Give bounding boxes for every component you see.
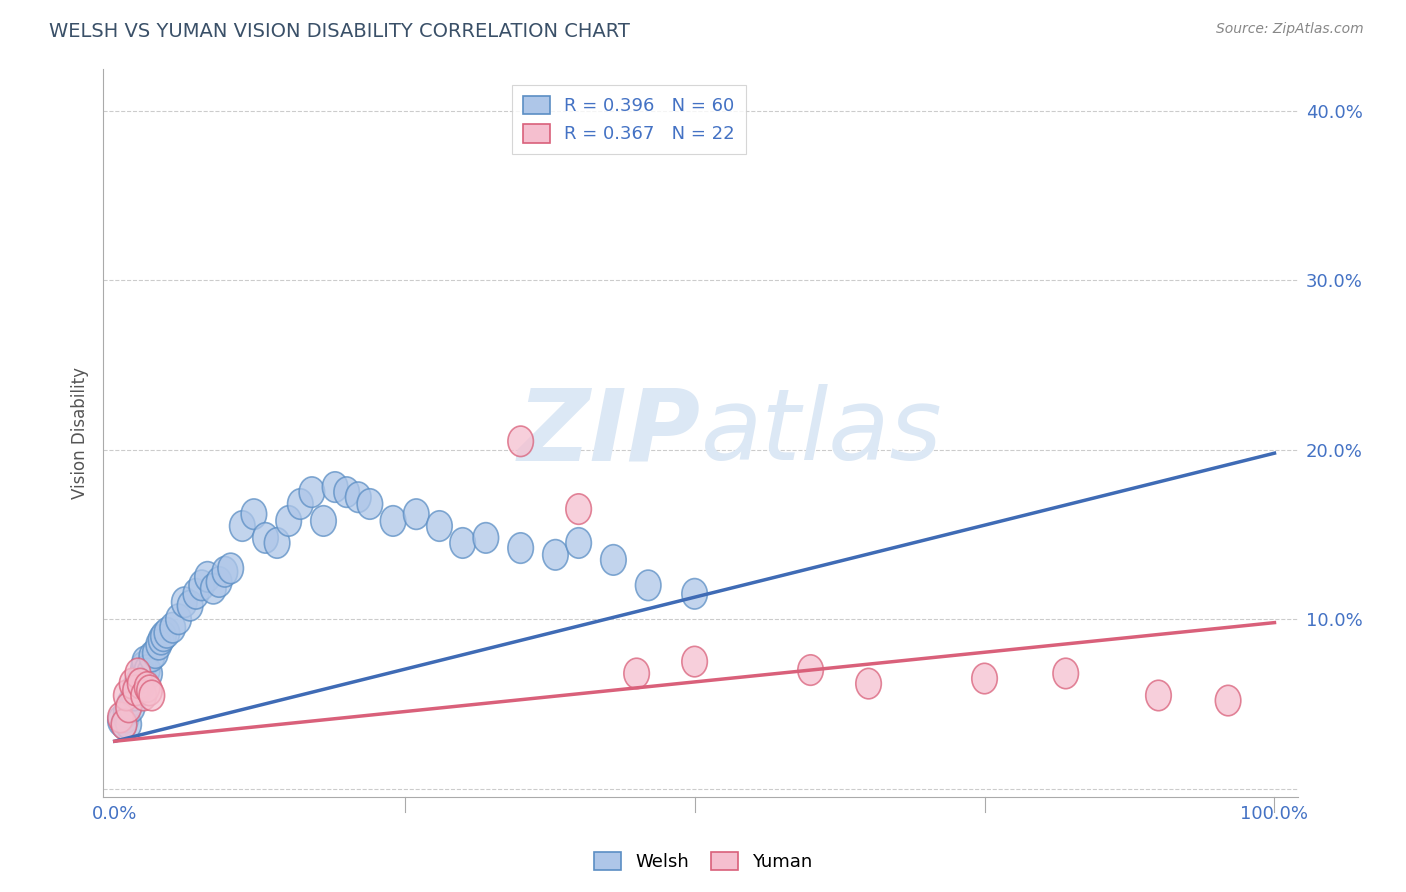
- Ellipse shape: [155, 617, 180, 648]
- Ellipse shape: [114, 698, 139, 728]
- Ellipse shape: [150, 621, 176, 651]
- Ellipse shape: [177, 591, 202, 621]
- Ellipse shape: [972, 664, 997, 694]
- Text: Source: ZipAtlas.com: Source: ZipAtlas.com: [1216, 22, 1364, 37]
- Ellipse shape: [135, 672, 160, 702]
- Ellipse shape: [115, 692, 142, 723]
- Ellipse shape: [1146, 681, 1171, 711]
- Ellipse shape: [128, 672, 155, 702]
- Ellipse shape: [508, 426, 533, 457]
- Ellipse shape: [797, 655, 824, 685]
- Ellipse shape: [111, 709, 136, 739]
- Ellipse shape: [346, 482, 371, 513]
- Ellipse shape: [131, 651, 156, 681]
- Ellipse shape: [108, 702, 134, 732]
- Ellipse shape: [139, 681, 165, 711]
- Text: atlas: atlas: [700, 384, 942, 482]
- Ellipse shape: [276, 506, 301, 536]
- Ellipse shape: [264, 528, 290, 558]
- Ellipse shape: [188, 570, 215, 600]
- Ellipse shape: [115, 709, 142, 739]
- Ellipse shape: [131, 681, 156, 711]
- Ellipse shape: [124, 675, 149, 706]
- Ellipse shape: [322, 472, 347, 502]
- Ellipse shape: [636, 570, 661, 600]
- Ellipse shape: [125, 658, 150, 689]
- Ellipse shape: [1215, 685, 1241, 715]
- Ellipse shape: [299, 477, 325, 508]
- Ellipse shape: [242, 499, 267, 530]
- Ellipse shape: [120, 668, 145, 698]
- Ellipse shape: [160, 613, 186, 643]
- Ellipse shape: [122, 681, 148, 711]
- Ellipse shape: [543, 540, 568, 570]
- Ellipse shape: [380, 506, 406, 536]
- Ellipse shape: [129, 658, 155, 689]
- Ellipse shape: [139, 641, 165, 672]
- Ellipse shape: [135, 655, 160, 685]
- Ellipse shape: [450, 528, 475, 558]
- Ellipse shape: [565, 528, 592, 558]
- Legend: R = 0.396   N = 60, R = 0.367   N = 22: R = 0.396 N = 60, R = 0.367 N = 22: [512, 85, 745, 154]
- Ellipse shape: [120, 692, 145, 723]
- Ellipse shape: [122, 672, 149, 702]
- Ellipse shape: [122, 675, 149, 706]
- Ellipse shape: [682, 579, 707, 609]
- Ellipse shape: [333, 477, 360, 508]
- Ellipse shape: [146, 630, 172, 660]
- Ellipse shape: [508, 533, 533, 564]
- Ellipse shape: [132, 647, 157, 677]
- Ellipse shape: [207, 566, 232, 598]
- Ellipse shape: [111, 709, 136, 739]
- Ellipse shape: [682, 647, 707, 677]
- Text: ZIP: ZIP: [517, 384, 700, 482]
- Ellipse shape: [856, 668, 882, 698]
- Ellipse shape: [117, 689, 142, 719]
- Ellipse shape: [125, 675, 150, 706]
- Ellipse shape: [120, 685, 145, 715]
- Ellipse shape: [311, 506, 336, 536]
- Ellipse shape: [1053, 658, 1078, 689]
- Text: WELSH VS YUMAN VISION DISABILITY CORRELATION CHART: WELSH VS YUMAN VISION DISABILITY CORRELA…: [49, 22, 630, 41]
- Ellipse shape: [128, 668, 153, 698]
- Ellipse shape: [426, 511, 453, 541]
- Legend: Welsh, Yuman: Welsh, Yuman: [586, 845, 820, 879]
- Ellipse shape: [218, 553, 243, 583]
- Ellipse shape: [136, 658, 162, 689]
- Ellipse shape: [472, 523, 499, 553]
- Ellipse shape: [136, 675, 162, 706]
- Ellipse shape: [172, 587, 197, 617]
- Ellipse shape: [183, 579, 208, 609]
- Ellipse shape: [108, 706, 134, 736]
- Ellipse shape: [125, 668, 150, 698]
- Ellipse shape: [142, 638, 169, 668]
- Ellipse shape: [600, 545, 626, 575]
- Ellipse shape: [149, 624, 174, 655]
- Ellipse shape: [128, 664, 153, 694]
- Ellipse shape: [357, 489, 382, 519]
- Ellipse shape: [253, 523, 278, 553]
- Ellipse shape: [195, 562, 221, 592]
- Ellipse shape: [201, 574, 226, 604]
- Ellipse shape: [565, 494, 592, 524]
- Ellipse shape: [114, 681, 139, 711]
- Ellipse shape: [114, 702, 139, 732]
- Ellipse shape: [229, 511, 254, 541]
- Y-axis label: Vision Disability: Vision Disability: [72, 367, 89, 499]
- Ellipse shape: [404, 499, 429, 530]
- Ellipse shape: [624, 658, 650, 689]
- Ellipse shape: [288, 489, 314, 519]
- Ellipse shape: [166, 604, 191, 634]
- Ellipse shape: [212, 557, 238, 587]
